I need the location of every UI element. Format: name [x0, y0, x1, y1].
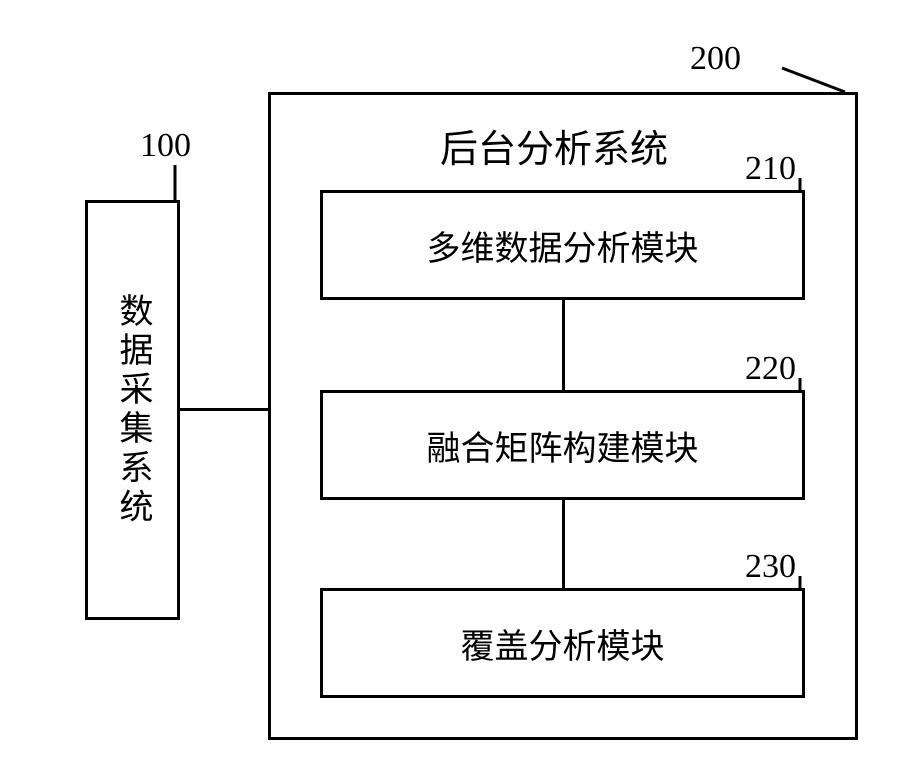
multidim-data-analysis-module-box: 多维数据分析模块 [320, 190, 805, 300]
fusion-matrix-build-module-box: 融合矩阵构建模块 [320, 390, 805, 500]
fusion-matrix-build-module-label: 融合矩阵构建模块 [427, 421, 699, 470]
reference-number-220: 220 [745, 350, 796, 388]
backend-analysis-system-title: 后台分析系统 [440, 118, 668, 173]
reference-number-100: 100 [140, 127, 191, 165]
data-collection-system-label: 数据采集系统 [108, 293, 157, 528]
reference-number-230: 230 [745, 548, 796, 586]
data-collection-system-box: 数据采集系统 [85, 200, 180, 620]
coverage-analysis-module-box: 覆盖分析模块 [320, 588, 805, 698]
connector-100-to-200 [180, 408, 268, 411]
lead-line-200-seg [782, 68, 845, 92]
connector-210-to-220 [562, 300, 565, 390]
multidim-data-analysis-module-label: 多维数据分析模块 [427, 221, 699, 270]
connector-220-to-230 [562, 500, 565, 588]
coverage-analysis-module-label: 覆盖分析模块 [461, 619, 665, 668]
reference-number-200: 200 [690, 40, 741, 78]
reference-number-210: 210 [745, 150, 796, 188]
diagram-canvas: 数据采集系统 100 后台分析系统 200 多维数据分析模块 210 融合矩阵构… [0, 0, 909, 775]
